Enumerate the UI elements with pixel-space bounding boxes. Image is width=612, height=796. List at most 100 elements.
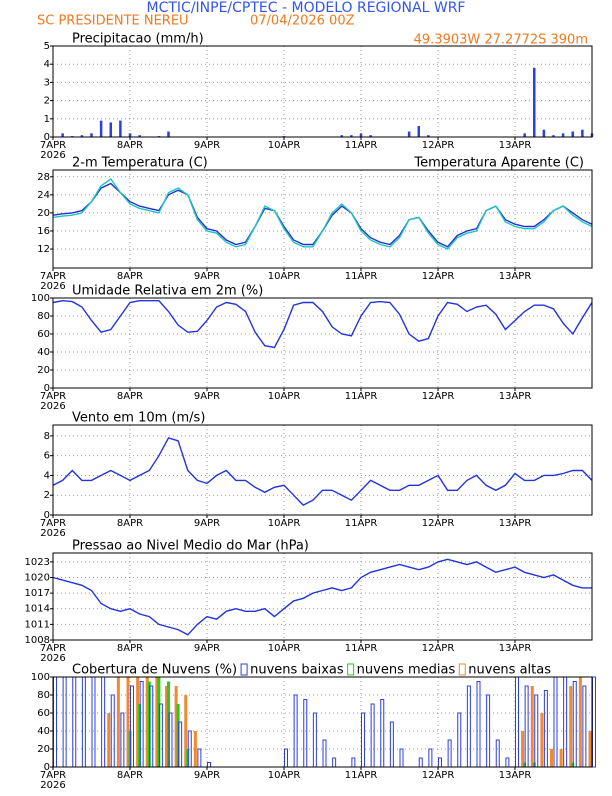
data-line [52,299,593,349]
data-line [52,437,593,506]
data-line [52,182,593,248]
bar [578,677,582,767]
bar [184,695,188,767]
bar [116,677,120,767]
bar [167,131,170,137]
bar [542,129,546,137]
bar [130,685,134,768]
plot-frame [52,45,593,138]
bar [389,721,394,768]
y-tick-label: 1011 [25,619,50,630]
bar [107,713,111,767]
x-tick-label: 13APR [499,391,532,402]
x-tick-label: 11APR [345,271,378,282]
bar [119,120,122,137]
bar [370,703,375,768]
x-tick-label: 8APR [117,518,143,529]
bar [486,694,491,768]
x-tick-label: 11APR [345,770,378,781]
y-tick-label: 5 [44,41,50,52]
y-tick-label: 4 [44,59,50,70]
x-tick-label: 13APR [499,643,532,654]
x-tick-label: 12APR [422,643,455,654]
x-tick-label: 12APR [422,391,455,402]
x-tick-label: 10APR [268,391,301,402]
bar [138,135,141,137]
bar [572,681,577,768]
x-tick-label: 8APR [117,140,143,151]
x-tick-label: 12APR [422,271,455,282]
panel-title: Vento em 10m (m/s) [72,411,205,426]
y-tick-label: 12 [37,244,50,255]
bar [193,731,197,767]
x-tick-label: 12APR [422,770,455,781]
legend-swatch [240,663,248,676]
plot-frame [52,552,593,641]
legend-label: nuvens baixas [250,663,344,678]
bar [53,676,57,768]
y-tick-label: 80 [37,311,50,322]
x-tick-label: 11APR [345,518,378,529]
bar [149,685,154,768]
bar [332,757,337,768]
y-tick-label: 3 [44,77,50,88]
bar [303,699,308,768]
bar [101,676,106,768]
bar [284,748,288,768]
x-tick-label: 7APR [40,643,66,654]
x-tick-label: 9APR [194,391,220,402]
bar [588,731,592,767]
x-tick-label: 13APR [499,140,532,151]
y-tick-label: 40 [37,726,50,737]
x-tick-label: 9APR [194,518,220,529]
bar [380,699,385,768]
bar [136,677,140,767]
bar [155,677,159,767]
x-tick-label: 12APR [422,140,455,151]
bar [427,135,430,137]
bar [72,676,77,768]
x-tick-label: 7APR [40,518,66,529]
bar [91,676,96,768]
bar [457,712,462,768]
x-tick-label: 13APR [499,770,532,781]
bar [207,762,211,768]
bar [109,122,112,137]
bar [559,749,563,767]
x-tick-label: 8APR [117,391,143,402]
x-year-label: 2026 [40,401,65,412]
plot-frame [52,169,593,269]
y-tick-label: 4 [44,470,50,481]
bar [197,748,202,768]
bar [533,67,536,137]
bar [505,757,510,768]
plot-frame [52,424,593,516]
bar [158,703,163,768]
bar [174,686,178,767]
bar [81,676,86,768]
bar [524,685,529,768]
x-year-label: 2026 [40,653,65,664]
x-tick-label: 9APR [194,770,220,781]
y-tick-label: 0 [44,762,50,773]
plot-frame [52,297,593,389]
bar [543,690,548,768]
bar [168,712,173,768]
x-tick-label: 11APR [345,140,378,151]
bar [521,731,525,767]
y-tick-label: 1020 [25,572,50,583]
y-tick-label: 1 [44,114,50,125]
bar [62,676,67,768]
y-tick-label: 0 [44,510,50,521]
bar [128,133,132,137]
x-tick-label: 11APR [345,391,378,402]
legend-label: Temperatura Aparente (C) [413,156,584,171]
x-tick-label: 7APR [40,391,66,402]
data-line [52,178,593,250]
bar [571,131,574,137]
y-tick-label: 1008 [25,635,50,646]
bar [523,133,526,137]
y-tick-label: 40 [37,347,50,358]
